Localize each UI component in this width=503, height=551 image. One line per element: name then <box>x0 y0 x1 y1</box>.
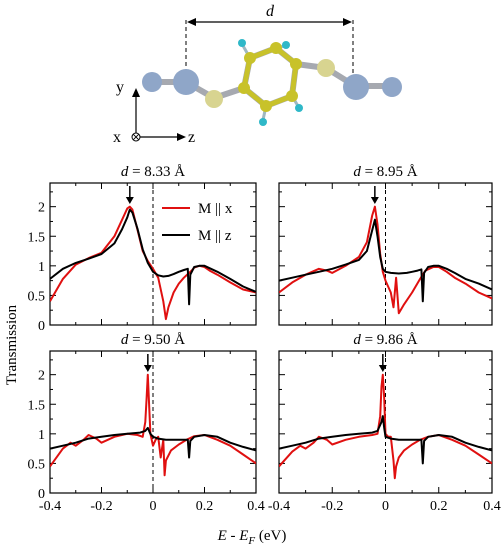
gold-atom-left-outer <box>142 72 162 92</box>
y-tick-label: 2 <box>38 369 45 384</box>
panel-1: 0 0.5 1 1.5 2 d = 8.33 Å M || x M || z <box>28 164 257 334</box>
x-tick-label: 0.4 <box>483 499 501 514</box>
x-tick-label: 0 <box>382 499 389 514</box>
panel-3: 0 0.5 1 1.5 2 -0.4 -0.2 0 0.2 0.4 d = 9.50 Å <box>28 332 265 514</box>
panel-title: d = 9.86 Å <box>353 332 417 348</box>
carbon-atoms <box>238 42 302 112</box>
hydrogen-atoms <box>238 39 303 126</box>
series-m-parallel-z <box>279 218 492 303</box>
series-m-parallel-x <box>50 205 256 321</box>
y-tick-label: 0 <box>38 319 45 334</box>
y-tick-label: 0 <box>38 487 45 502</box>
panel-4: -0.4 -0.2 0 0.2 0.4 d = 9.86 Å <box>268 332 501 514</box>
peak-arrowhead <box>378 365 387 372</box>
panel-title-var: d <box>353 332 361 348</box>
gold-atom-right <box>343 74 369 100</box>
series-m-parallel-z <box>279 415 492 465</box>
legend: M || x M || z <box>162 201 233 244</box>
x-axis-label: E - EF (eV) <box>217 528 287 547</box>
x-tick-label: -0.2 <box>321 499 343 514</box>
x-axis-label-main: E - E <box>217 528 249 544</box>
y-tick-label: 0.5 <box>28 289 46 304</box>
gold-atom-right-outer <box>382 77 402 97</box>
y-tick-label: 1.5 <box>28 398 46 413</box>
x-tick-label: 0.2 <box>430 499 448 514</box>
x-tick-label: 0.4 <box>247 499 265 514</box>
y-axis-label: Transmission <box>4 304 20 385</box>
y-tick-label: 2 <box>38 201 45 216</box>
gold-atom-left <box>173 69 199 95</box>
axis-y-label: y <box>116 79 124 96</box>
panel-title-value: = 9.86 Å <box>361 332 418 348</box>
panel-title-value: = 8.95 Å <box>361 164 418 180</box>
panel-title-var: d <box>121 332 129 348</box>
panels: 0 0.5 1 1.5 2 d = 8.33 Å M || x M || z d = 8.95 … <box>28 164 501 514</box>
panel-title: d = 9.50 Å <box>121 332 185 348</box>
x-tick-label: -0.4 <box>39 499 61 514</box>
y-tick-label: 1 <box>38 260 45 275</box>
series-m-parallel-x <box>279 205 492 315</box>
distance-label: d <box>266 3 275 20</box>
x-axis-label-sub: F <box>247 535 255 547</box>
y-tick-label: 1.5 <box>28 230 46 245</box>
panel-title-value: = 8.33 Å <box>128 164 185 180</box>
axis-x-label: x <box>113 129 121 146</box>
panel-title-var: d <box>121 164 129 180</box>
sulfur-atom-left <box>205 90 223 108</box>
x-tick-label: -0.4 <box>268 499 290 514</box>
x-tick-label: -0.2 <box>90 499 112 514</box>
series-m-parallel-z <box>50 208 256 306</box>
panel-title-var: d <box>353 164 361 180</box>
panel-title: d = 8.33 Å <box>121 164 185 180</box>
y-tick-label: 0.5 <box>28 457 46 472</box>
axis-z-label: z <box>188 129 195 146</box>
molecule-illustration: d <box>113 3 402 146</box>
distance-arrowhead-left <box>187 18 196 26</box>
x-tick-label: 0 <box>150 499 157 514</box>
legend-label: M || x <box>198 201 233 217</box>
panel-2: d = 8.95 Å <box>278 164 493 326</box>
sulfur-atom-right <box>317 59 335 77</box>
y-tick-label: 1 <box>38 428 45 443</box>
series-m-parallel-x <box>279 373 492 480</box>
panel-title: d = 8.95 Å <box>353 164 417 180</box>
peak-arrowhead <box>125 197 134 204</box>
panel-title-value: = 9.50 Å <box>128 332 185 348</box>
x-tick-label: 0.2 <box>196 499 214 514</box>
distance-arrowhead-right <box>343 18 352 26</box>
peak-arrowhead <box>143 365 152 372</box>
series-m-parallel-z <box>50 426 256 459</box>
x-axis-label-unit: (eV) <box>255 528 286 544</box>
coordinate-axes: y x z <box>113 79 195 146</box>
legend-label: M || z <box>198 228 232 244</box>
peak-arrowhead <box>370 197 379 204</box>
